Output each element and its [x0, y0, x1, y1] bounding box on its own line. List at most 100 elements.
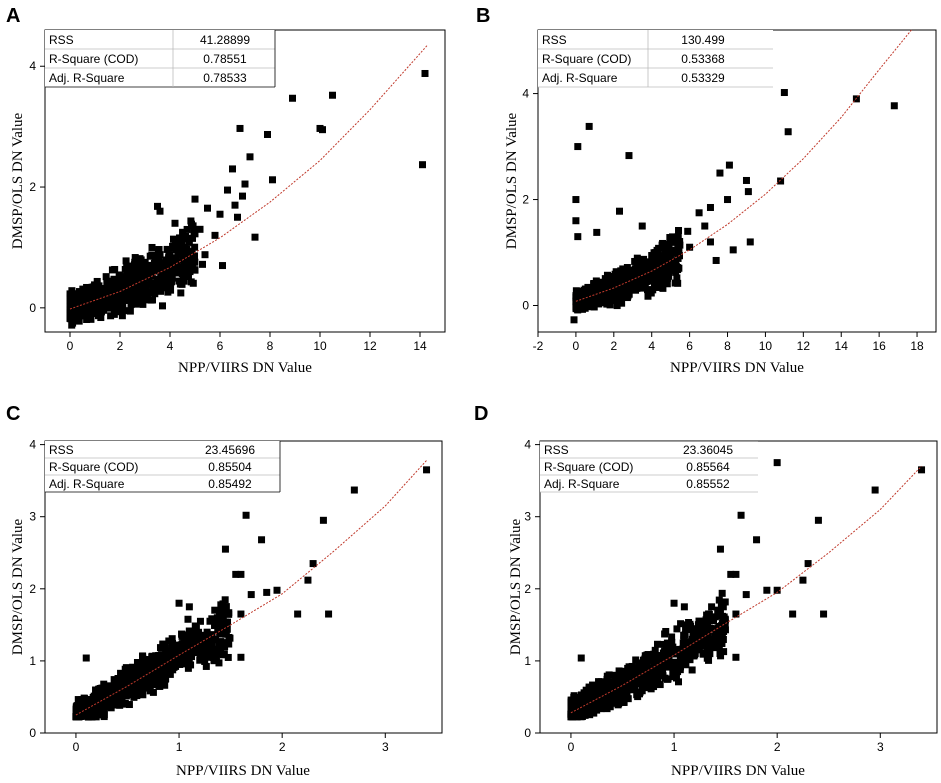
scatter-point [737, 511, 745, 519]
scatter-point [134, 281, 142, 289]
scatter-point [773, 459, 781, 467]
scatter-point [705, 645, 713, 653]
scatter-point [236, 124, 244, 132]
scatter-point [105, 702, 113, 710]
scatter-point [161, 675, 169, 683]
scatter-point [618, 299, 626, 307]
y-axis-title: DMSP/OLS DN Value [10, 112, 26, 249]
scatter-point [201, 657, 209, 665]
scatter-point [574, 700, 582, 708]
scatter-point [149, 688, 157, 696]
scatter-point [673, 274, 681, 282]
scatter-point [156, 682, 164, 690]
scatter-point [229, 165, 236, 173]
scatter-point [195, 628, 203, 636]
x-tick-label: 10 [313, 339, 327, 353]
scatter-point [698, 633, 706, 641]
panel-b: B -2 0 2 4 6 8 10 12 14 16 18 0 2 4 RSS 130.499 R-Squ… [476, 5, 937, 376]
scatter-point [264, 130, 271, 138]
scatter-point [148, 243, 156, 251]
scatter-point [85, 707, 93, 715]
scatter-point [140, 661, 148, 669]
scatter-point [189, 234, 196, 242]
scatter-point [661, 249, 669, 257]
scatter-point [67, 313, 75, 321]
scatter-point [577, 290, 585, 298]
scatter-point [718, 612, 726, 620]
scatter-point [619, 265, 627, 273]
scatter-point [678, 645, 686, 653]
scatter-point [635, 666, 643, 674]
stat-value: 0.85492 [208, 477, 252, 491]
scatter-point [80, 304, 88, 312]
scatter-point [716, 635, 724, 643]
scatter-point [675, 678, 683, 686]
scatter-point [594, 290, 602, 298]
scatter-point [625, 268, 633, 276]
scatter-point [636, 674, 644, 682]
scatter-point [784, 128, 792, 136]
scatter-point [712, 256, 720, 264]
scatter-point [130, 675, 138, 683]
scatter-point [820, 610, 828, 618]
scatter-point [237, 653, 245, 661]
scatter-point [177, 245, 185, 253]
y-tick-label: 1 [29, 654, 36, 668]
scatter-point [725, 161, 733, 169]
panel-label: C [6, 403, 20, 425]
scatter-point [780, 89, 788, 97]
scatter-point [574, 233, 582, 241]
scatter-point [95, 296, 103, 304]
scatter-point [657, 274, 665, 282]
scatter-point [158, 267, 166, 275]
scatter-point [187, 630, 195, 638]
scatter-point [652, 282, 660, 290]
scatter-point [138, 290, 146, 298]
scatter-point [122, 675, 130, 683]
y-tick-label: 2 [29, 582, 36, 596]
scatter-point [715, 596, 723, 604]
scatter-point [612, 268, 620, 276]
scatter-point [587, 290, 595, 298]
scatter-point [196, 617, 204, 625]
scatter-point [589, 681, 597, 689]
scatter-point [148, 673, 156, 681]
scatter-point [162, 284, 170, 292]
scatter-point [329, 91, 336, 99]
stat-value: 130.499 [681, 33, 725, 47]
scatter-point [178, 270, 186, 278]
scatter-point [657, 255, 665, 263]
scatter-point [150, 259, 158, 267]
scatter-point [634, 256, 642, 264]
y-axis-title: DMSP/OLS DN Value [508, 518, 524, 655]
scatter-point [614, 282, 622, 290]
scatter-point [692, 625, 700, 633]
scatter-point [143, 656, 151, 664]
scatter-point [93, 277, 101, 285]
scatter-point [221, 630, 229, 638]
scatter-point [670, 599, 678, 607]
scatter-point [242, 511, 250, 519]
scatter-point [156, 644, 164, 652]
stat-label: Adj. R-Square [544, 477, 620, 491]
scatter-point [82, 654, 90, 662]
scatter-point [625, 152, 633, 160]
scatter-point [650, 268, 658, 276]
scatter-point [194, 633, 202, 641]
scatter-point [706, 624, 714, 632]
scatter-point [716, 169, 724, 177]
scatter-point [69, 319, 77, 327]
scatter-point [613, 679, 621, 687]
panel-c: C 0 1 2 3 0 1 2 3 4 RSS 23.45696 R-Square (COD) … [6, 403, 443, 779]
panel-label: B [476, 5, 490, 27]
scatter-point [169, 666, 177, 674]
y-tick-label: 2 [29, 180, 36, 194]
fit-curve [575, 29, 912, 302]
scatter-point [660, 660, 668, 668]
scatter-point [86, 712, 94, 720]
scatter-point [681, 631, 689, 639]
scatter-point [703, 611, 711, 619]
scatter-point [154, 247, 162, 255]
scatter-point [617, 673, 625, 681]
scatter-point [110, 700, 118, 708]
